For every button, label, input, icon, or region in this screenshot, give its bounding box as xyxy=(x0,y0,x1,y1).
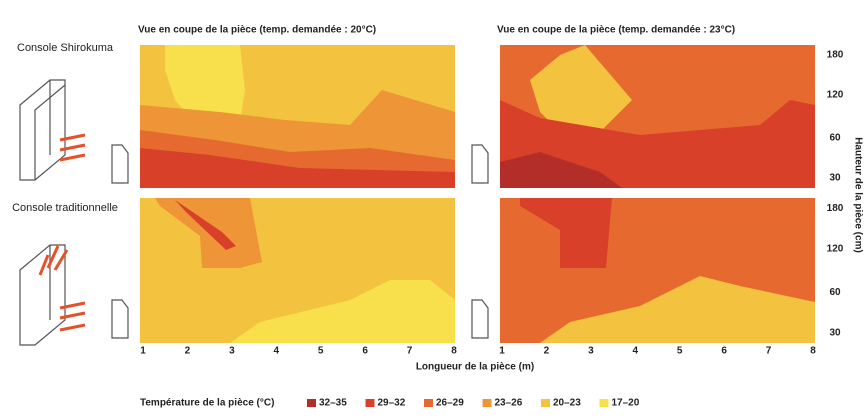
x-tick-label: 7 xyxy=(766,346,772,357)
panel-shirokuma-20 xyxy=(140,45,455,188)
x-tick-label: 5 xyxy=(677,346,683,357)
room-icon xyxy=(471,144,489,184)
x-tick-label: 1 xyxy=(499,346,505,357)
x-tick-label: 2 xyxy=(544,346,550,357)
y-tick-label: 180 xyxy=(827,50,844,61)
x-tick-label: 4 xyxy=(274,346,280,357)
legend-swatch xyxy=(541,399,550,407)
x-tick-label: 3 xyxy=(229,346,235,357)
x-tick-label: 1 xyxy=(140,346,146,357)
legend-label: 23–26 xyxy=(495,398,523,409)
x-tick-label: 6 xyxy=(362,346,368,357)
legend-label: 17–20 xyxy=(612,398,640,409)
panel-shirokuma-23 xyxy=(500,45,815,188)
room-icon xyxy=(111,299,129,339)
y-tick-label: 180 xyxy=(827,203,844,214)
panel-traditional-23 xyxy=(500,198,815,343)
room-icon xyxy=(111,144,129,184)
legend-label: 26–29 xyxy=(436,398,464,409)
x-tick-label: 3 xyxy=(588,346,594,357)
x-axis-title: Longueur de la pièce (m) xyxy=(416,362,534,373)
y-tick-label: 120 xyxy=(827,243,844,254)
x-tick-label: 4 xyxy=(633,346,639,357)
x-tick-label: 8 xyxy=(451,346,457,357)
row-label: Console traditionnelle xyxy=(12,202,118,214)
panel-title: Vue en coupe de la pièce (temp. demandée… xyxy=(138,25,376,36)
y-tick-label: 30 xyxy=(829,327,841,338)
legend-label: 20–23 xyxy=(553,398,581,409)
console-traditional-icon xyxy=(19,244,86,346)
legend-title: Température de la pièce (°C) xyxy=(140,398,274,409)
legend-swatch xyxy=(307,399,316,407)
y-axis-title: Hauteur de la pièce (cm) xyxy=(852,137,863,253)
legend-swatch xyxy=(424,399,433,407)
x-tick-label: 7 xyxy=(407,346,413,357)
y-tick-label: 60 xyxy=(829,287,841,298)
legend-swatch xyxy=(365,399,375,407)
x-tick-label: 8 xyxy=(810,346,816,357)
room-icon xyxy=(471,299,489,339)
panel-title: Vue en coupe de la pièce (temp. demandée… xyxy=(497,25,735,36)
legend-label: 32–35 xyxy=(319,398,347,409)
y-tick-label: 120 xyxy=(827,90,844,101)
legend-swatch xyxy=(482,399,492,407)
panel-traditional-20 xyxy=(140,198,455,343)
x-tick-label: 2 xyxy=(185,346,191,357)
legend-label: 29–32 xyxy=(378,398,406,409)
y-tick-label: 30 xyxy=(829,173,841,184)
legend-swatch xyxy=(599,399,609,407)
console-shirokuma-icon xyxy=(19,79,86,181)
y-tick-label: 60 xyxy=(829,133,841,144)
x-tick-label: 5 xyxy=(318,346,324,357)
x-tick-label: 6 xyxy=(721,346,727,357)
row-label: Console Shirokuma xyxy=(17,42,114,54)
